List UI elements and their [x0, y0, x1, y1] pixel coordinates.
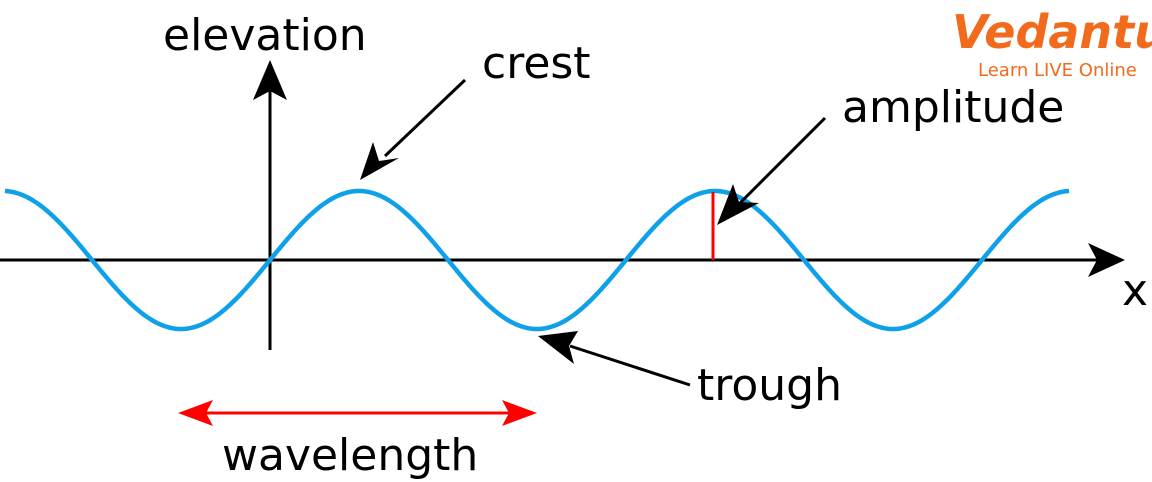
amplitude-pointer-arrowhead: [717, 184, 759, 225]
trough-pointer-arrowhead: [538, 331, 578, 364]
x-axis-label: x: [1122, 265, 1148, 316]
crest-pointer-arrowhead: [360, 142, 399, 180]
logo-wordmark: Vedantu: [952, 5, 1152, 59]
elevation-axis-arrowhead: [253, 60, 287, 100]
x-axis-arrowhead: [1088, 243, 1125, 277]
crest-label: crest: [482, 38, 591, 89]
logo-tagline: Learn LIVE Online: [978, 60, 1137, 81]
wavelength-arrowhead-right: [502, 400, 537, 426]
crest-pointer-line: [383, 78, 467, 158]
trough-pointer-line: [569, 344, 691, 387]
elevation-label: elevation: [163, 10, 367, 61]
wave-curve: [4, 188, 1070, 332]
trough-label: trough: [697, 360, 842, 411]
amplitude-pointer-line: [738, 116, 827, 205]
wavelength-label: wavelength: [222, 430, 478, 481]
amplitude-label: amplitude: [842, 82, 1064, 133]
vedantu-logo: Vedantu Learn LIVE Online: [952, 5, 1152, 81]
wavelength-arrowhead-left: [178, 400, 213, 426]
